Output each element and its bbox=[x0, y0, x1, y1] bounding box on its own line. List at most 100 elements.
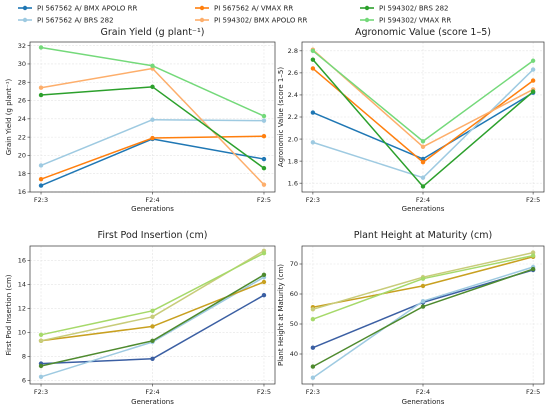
data-point bbox=[38, 374, 44, 379]
series bbox=[310, 253, 536, 322]
series bbox=[310, 48, 536, 144]
data-point bbox=[261, 272, 267, 277]
data-point bbox=[261, 251, 267, 256]
chart-panel: 16 18 20 22 24 26 28 30 32 F2:3 F2:4 F2:5 Grain Yiel… bbox=[5, 27, 276, 213]
tick-label-y: 8 bbox=[22, 353, 26, 361]
x-axis-label: Generations bbox=[131, 205, 174, 213]
data-point bbox=[261, 156, 267, 162]
data-point bbox=[150, 135, 155, 141]
chart-panel: 1.6 1.8 2.0 2.2 2.4 2.6 2.8 F2:3 F2:4 F2:5 Agronom… bbox=[277, 27, 545, 213]
data-point bbox=[38, 338, 44, 343]
tick-label-y: 1.6 bbox=[288, 179, 298, 187]
series bbox=[38, 134, 267, 182]
axes-frame bbox=[301, 245, 545, 385]
data-point bbox=[150, 84, 155, 90]
legend-entry: PI 567562 A/ BRS 282 bbox=[18, 16, 114, 24]
chart-title: Agronomic Value (score 1–5) bbox=[355, 27, 491, 38]
tick-label-y: 28 bbox=[18, 78, 26, 86]
tick-label-x: F2:4 bbox=[145, 388, 159, 396]
axes-frame bbox=[301, 41, 545, 193]
data-point bbox=[150, 308, 155, 313]
tick-label-y: 2.8 bbox=[288, 47, 298, 55]
x-axis-label: Generations bbox=[402, 398, 445, 406]
data-point bbox=[150, 324, 155, 329]
tick-label-y: 22 bbox=[18, 133, 26, 141]
x-axis-label: Generations bbox=[131, 398, 174, 406]
data-point bbox=[38, 85, 44, 90]
data-point bbox=[310, 364, 316, 369]
legend-entry: PI 594302/ BRS 282 bbox=[360, 4, 449, 12]
tick-label-y: 40 bbox=[290, 350, 298, 358]
data-point bbox=[530, 253, 536, 258]
tick-label-y: 2.6 bbox=[288, 69, 298, 77]
tick-label-x: F2:3 bbox=[34, 196, 48, 204]
tick-label-x: F2:3 bbox=[306, 196, 320, 204]
legend-swatch-marker bbox=[22, 5, 28, 11]
data-point bbox=[530, 89, 536, 94]
data-point bbox=[38, 45, 44, 50]
legend: PI 567562 A/ BMX APOLO RR PI 567562 A/ BR… bbox=[18, 4, 451, 24]
y-axis-label: Grain Yield (g plant⁻¹) bbox=[5, 78, 13, 155]
legend-swatch-marker bbox=[364, 17, 370, 23]
chart-title: Plant Height at Maturity (cm) bbox=[354, 230, 493, 241]
tick-label-x: F2:4 bbox=[416, 196, 430, 204]
data-point bbox=[420, 283, 426, 289]
legend-swatch-marker bbox=[199, 17, 205, 23]
tick-label-y: 1.8 bbox=[288, 157, 298, 165]
tick-label-y: 16 bbox=[18, 257, 26, 265]
data-point bbox=[150, 117, 155, 122]
data-point bbox=[310, 307, 316, 312]
tick-label-x: F2:5 bbox=[257, 388, 271, 396]
chart-panel: 6 8 10 12 14 16 F2:3 F2:4 F2:5 First Pod Insertio… bbox=[5, 230, 276, 406]
data-point bbox=[310, 140, 316, 145]
tick-label-y: 50 bbox=[290, 320, 298, 328]
tick-label-x: F2:4 bbox=[416, 388, 430, 396]
data-point bbox=[261, 113, 267, 119]
legend-swatch-marker bbox=[199, 5, 205, 11]
data-point bbox=[530, 78, 536, 83]
tick-label-x: F2:5 bbox=[526, 196, 540, 204]
tick-label-x: F2:3 bbox=[34, 388, 48, 396]
legend-entry: PI 594302/ BMX APOLO RR bbox=[195, 16, 307, 24]
tick-label-y: 2.2 bbox=[288, 113, 298, 121]
legend-label: PI 567562 A/ VMAX RR bbox=[214, 4, 293, 12]
data-point bbox=[420, 184, 426, 189]
chart-title: Grain Yield (g plant⁻¹) bbox=[101, 27, 205, 38]
data-point bbox=[310, 110, 316, 115]
legend-label: PI 567562 A/ BRS 282 bbox=[37, 16, 114, 24]
axes-frame bbox=[29, 245, 276, 385]
tick-label-y: 18 bbox=[18, 170, 26, 178]
data-point bbox=[420, 175, 426, 180]
legend-label: PI 594302/ BMX APOLO RR bbox=[214, 16, 307, 24]
series bbox=[38, 272, 267, 369]
data-point bbox=[420, 276, 426, 281]
data-point bbox=[261, 134, 267, 139]
chart-title: First Pod Insertion (cm) bbox=[98, 230, 208, 241]
data-point bbox=[150, 63, 155, 68]
data-point bbox=[310, 375, 316, 380]
data-point bbox=[38, 163, 44, 168]
data-point bbox=[150, 338, 155, 343]
data-point bbox=[150, 356, 155, 361]
data-point bbox=[310, 317, 316, 322]
tick-label-y: 2.0 bbox=[288, 135, 298, 143]
y-axis-label: Agronomic Value (score 1–5) bbox=[277, 67, 285, 167]
tick-label-y: 6 bbox=[22, 377, 26, 385]
series bbox=[310, 67, 536, 180]
data-point bbox=[420, 299, 426, 304]
tick-label-y: 16 bbox=[18, 188, 26, 196]
tick-label-x: F2:4 bbox=[145, 196, 159, 204]
legend-label: PI 594302/ VMAX RR bbox=[379, 16, 451, 24]
tick-label-y: 12 bbox=[18, 305, 26, 313]
data-point bbox=[261, 279, 267, 285]
tick-label-y: 30 bbox=[18, 60, 26, 68]
data-point bbox=[530, 266, 536, 272]
tick-label-x: F2:3 bbox=[306, 388, 320, 396]
data-point bbox=[420, 156, 426, 162]
data-point bbox=[530, 58, 536, 63]
data-point bbox=[530, 67, 536, 72]
legend-entry: PI 567562 A/ VMAX RR bbox=[195, 4, 293, 12]
data-point bbox=[38, 176, 44, 182]
